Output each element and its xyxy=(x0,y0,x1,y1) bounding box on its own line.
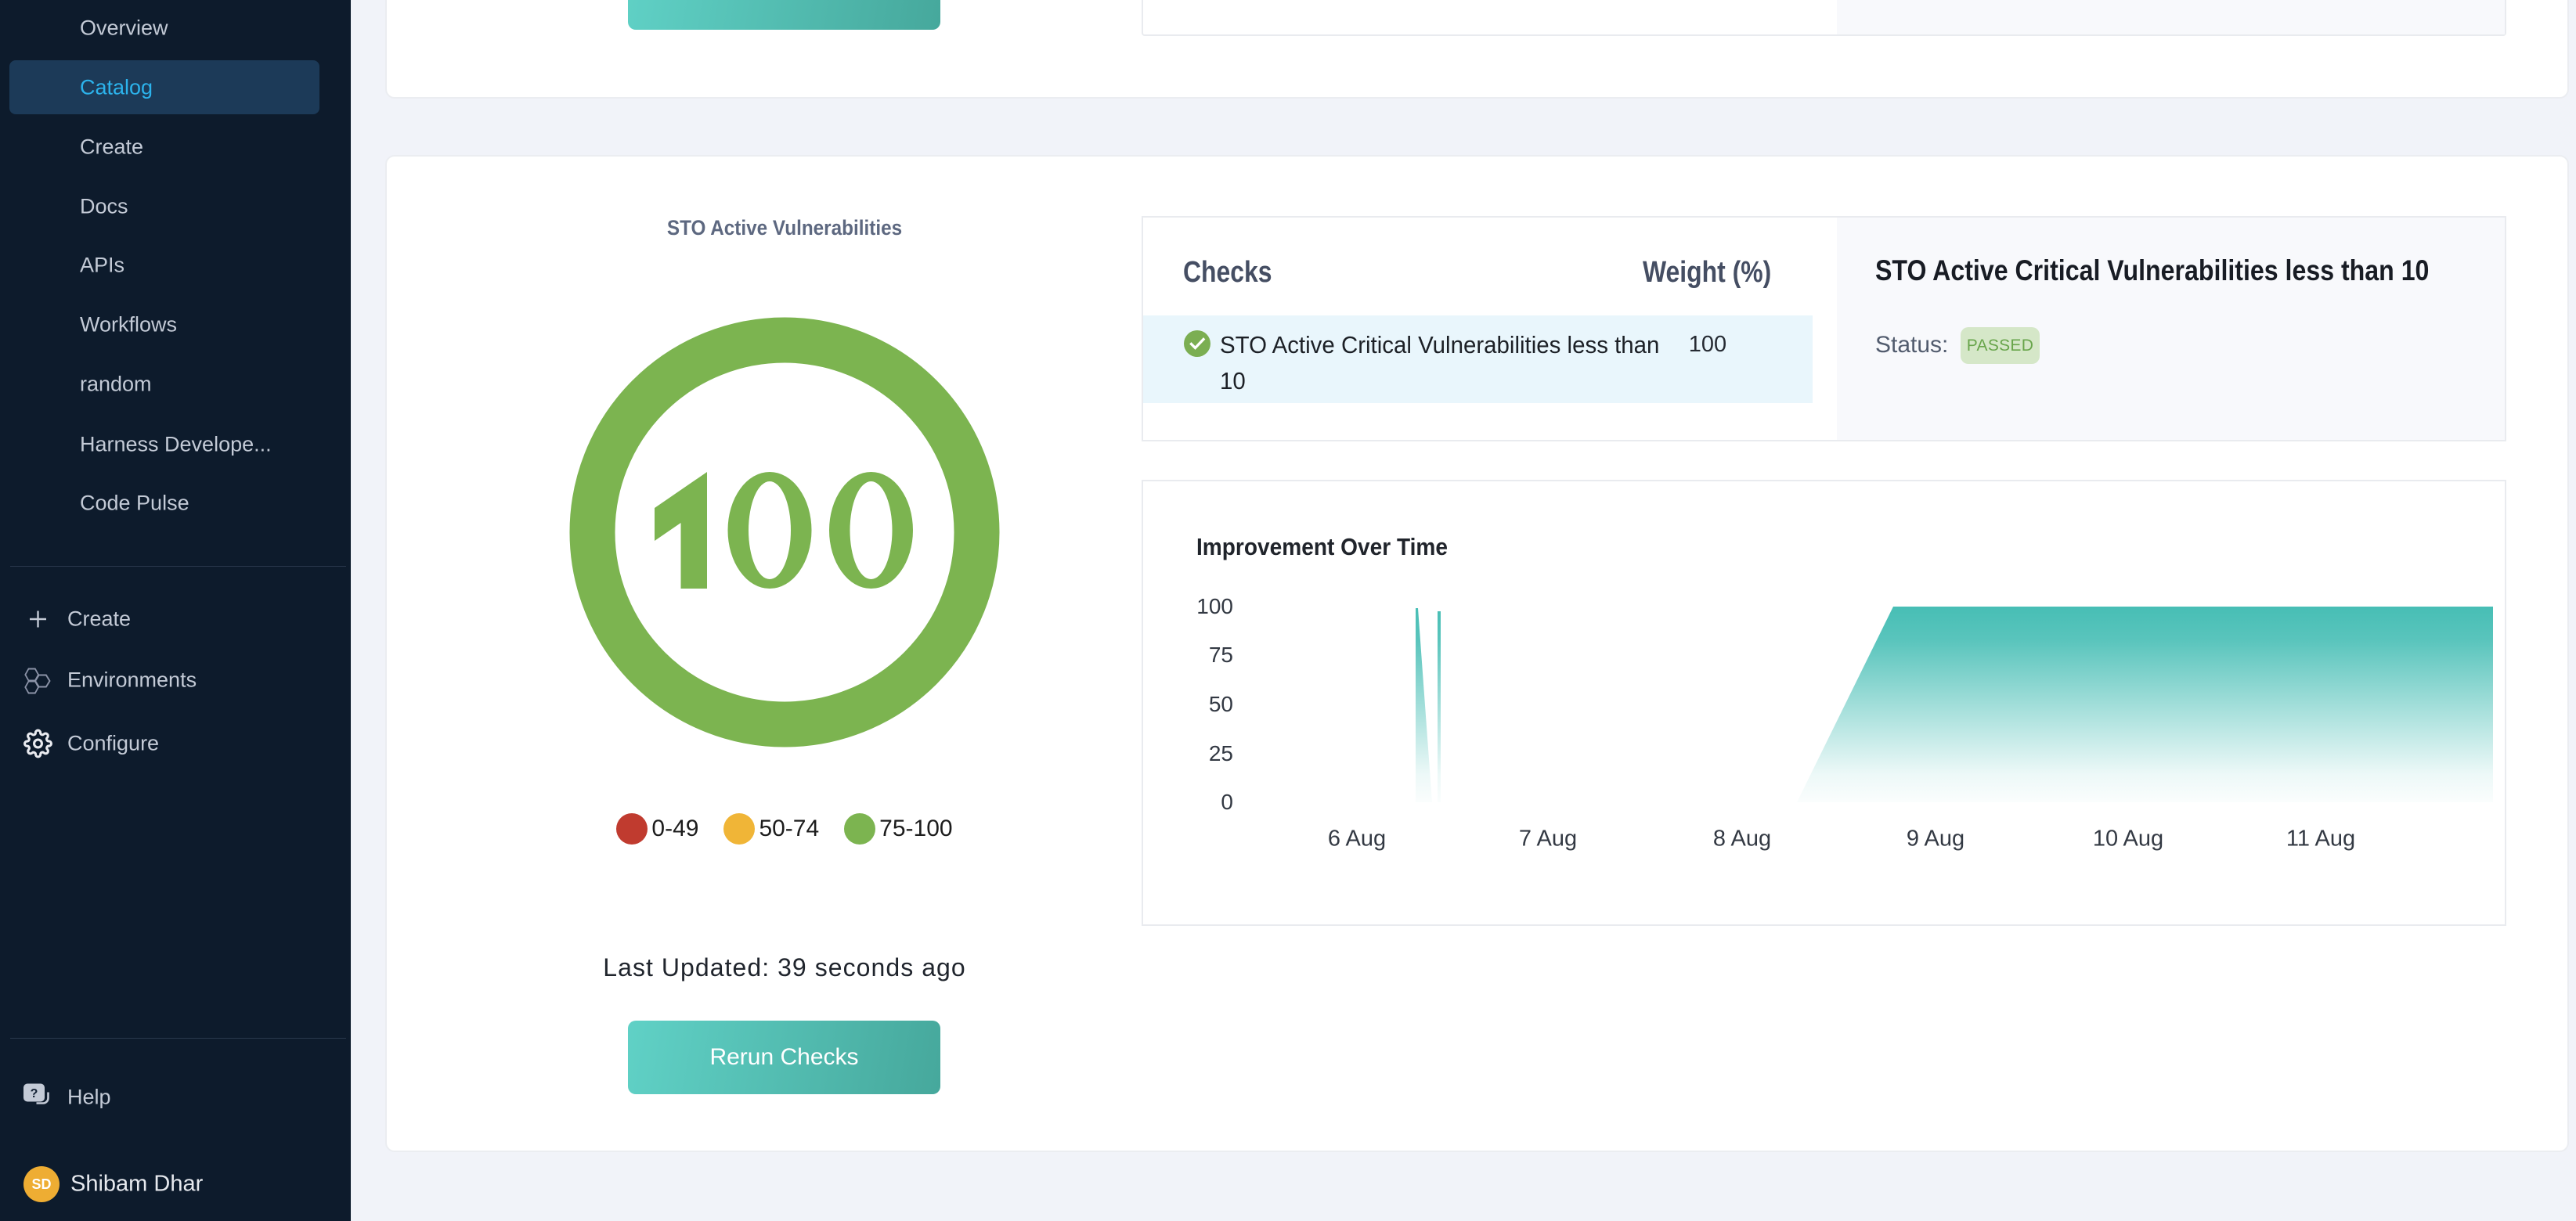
svg-text:?: ? xyxy=(31,1087,38,1100)
